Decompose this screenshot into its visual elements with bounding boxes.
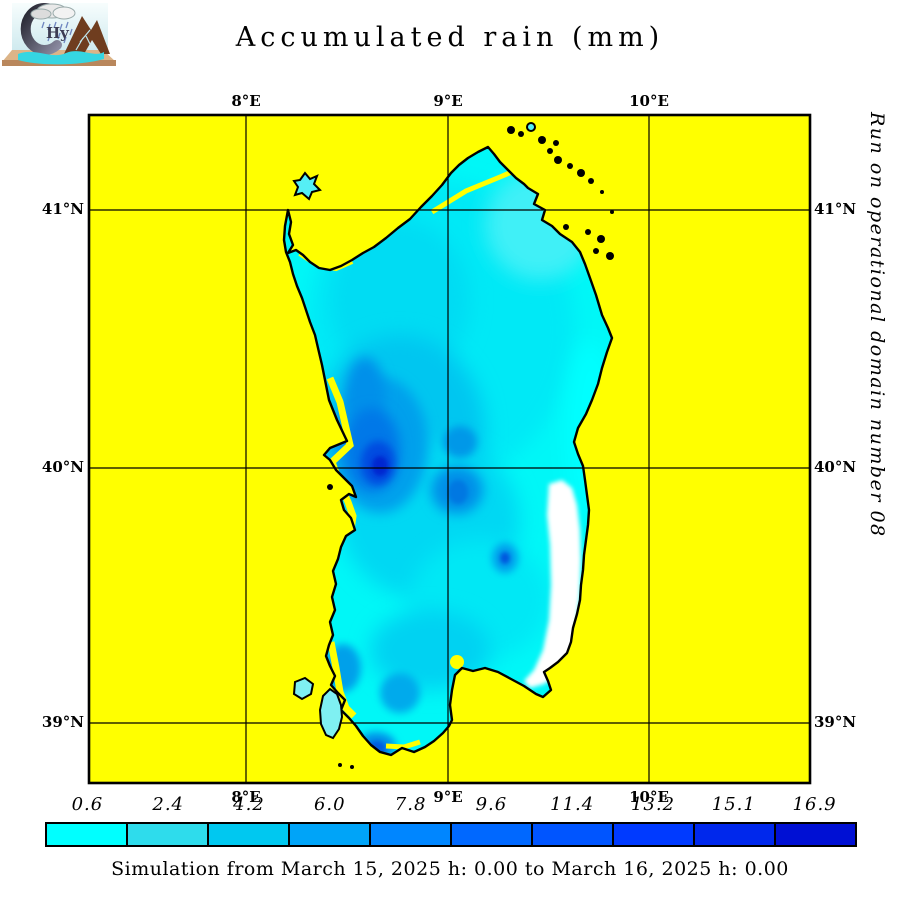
colorbar-value-9: 16.9 — [792, 794, 837, 815]
islet-san-pietro — [292, 676, 315, 701]
colorbar-value-4: 7.8 — [394, 794, 427, 815]
logo-letters-hy: Hy — [46, 24, 70, 42]
islet-asinara — [292, 171, 322, 201]
colorbar-value-1: 2.4 — [152, 794, 185, 815]
colorbar-value-8: 15.1 — [711, 794, 756, 815]
tick-top-1: 9°E — [433, 92, 463, 110]
colorbar-segment-9 — [776, 824, 855, 845]
colorbar-value-6: 11.4 — [550, 794, 595, 815]
logo-cloud — [30, 3, 76, 20]
white-no-rain-area — [524, 480, 581, 688]
colorbar-segment-1 — [128, 824, 209, 845]
colorbar-segment-4 — [371, 824, 452, 845]
tick-top-0: 8°E — [231, 92, 261, 110]
map-frame — [87, 113, 812, 785]
logo-river-branches — [75, 29, 91, 51]
islet-maddalena-main — [526, 122, 536, 132]
colorbar-value-0: 0.6 — [71, 794, 104, 815]
page-title: Accumulated rain (mm) — [235, 22, 665, 53]
tick-right-0: 41°N — [814, 200, 857, 218]
colorbar-segment-0 — [47, 824, 128, 845]
tick-bottom-0: 8°E — [231, 788, 261, 806]
tick-right-2: 39°N — [814, 713, 857, 731]
colorbar-value-2: 4.2 — [233, 794, 265, 815]
colorbar-segment-5 — [452, 824, 533, 845]
colorbar-segment-8 — [695, 824, 776, 845]
colorbar-value-7: 13.2 — [630, 794, 676, 815]
no-data-patch-cagliari — [450, 655, 464, 669]
chym-logo: Hy — [2, 3, 116, 66]
colorbar-value-3: 6.0 — [313, 794, 346, 815]
colorbar-segment-2 — [209, 824, 290, 845]
colorbar — [45, 822, 857, 847]
tick-right-1: 40°N — [814, 458, 857, 476]
logo-rain-streaks — [41, 21, 73, 44]
tick-bottom-1: 9°E — [433, 788, 463, 806]
simulation-caption: Simulation from March 15, 2025 h: 0.00 t… — [111, 858, 789, 880]
logo-mountain-m — [64, 16, 110, 54]
islets-maddalena-archipelago — [327, 126, 614, 769]
colorbar-segment-3 — [290, 824, 371, 845]
tick-left-1: 40°N — [41, 458, 84, 476]
islet-sant-antioco — [318, 687, 344, 740]
tick-bottom-2: 10°E — [629, 788, 669, 806]
coastline-sardinia — [282, 145, 614, 757]
tick-left-0: 41°N — [41, 200, 84, 218]
colorbar-value-5: 9.6 — [475, 794, 508, 815]
colorbar-segment-7 — [614, 824, 695, 845]
colorbar-segment-6 — [533, 824, 614, 845]
tick-left-2: 39°N — [41, 713, 84, 731]
logo-water — [18, 51, 104, 65]
tick-top-2: 10°E — [629, 92, 669, 110]
